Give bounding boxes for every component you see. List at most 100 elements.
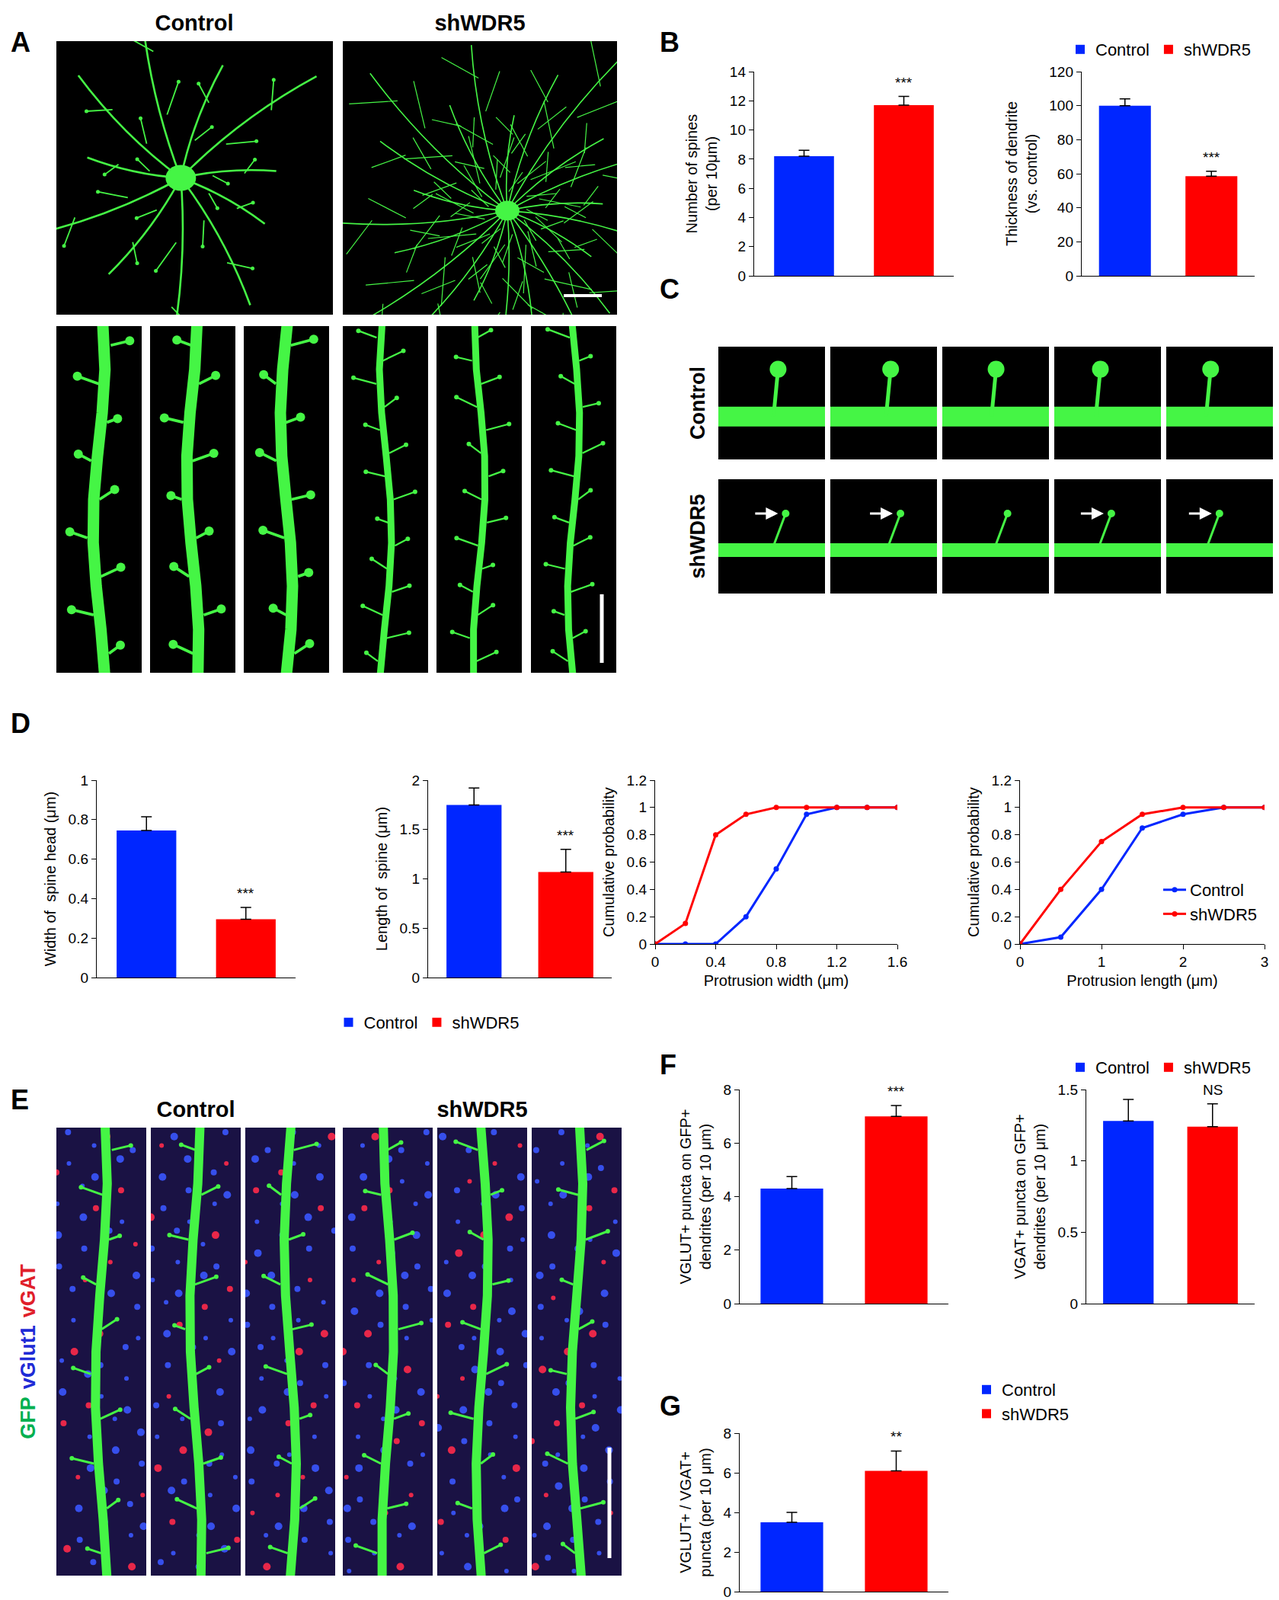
svg-text:D: D bbox=[10, 707, 31, 739]
svg-text:1.2: 1.2 bbox=[991, 772, 1012, 789]
svg-text:F: F bbox=[659, 1048, 677, 1081]
svg-text:6: 6 bbox=[722, 1464, 732, 1481]
svg-text:0.6: 0.6 bbox=[68, 850, 89, 867]
svg-text:Control: Control bbox=[1095, 40, 1150, 60]
svg-text:shWDR5: shWDR5 bbox=[451, 1013, 519, 1033]
svg-text:6: 6 bbox=[737, 180, 746, 197]
svg-text:0: 0 bbox=[411, 969, 420, 986]
svg-text:Control: Control bbox=[364, 1013, 419, 1033]
svg-text:0: 0 bbox=[1064, 268, 1074, 285]
svg-text:10: 10 bbox=[729, 121, 746, 138]
svg-text:VGLUT+ puncta on GFP+dendrites: VGLUT+ puncta on GFP+dendrites (per 10 μ… bbox=[677, 1108, 714, 1284]
svg-text:Length of spine (μm): Length of spine (μm) bbox=[373, 806, 391, 951]
svg-text:40: 40 bbox=[1057, 199, 1074, 216]
svg-text:***: *** bbox=[895, 74, 913, 91]
svg-text:0.4: 0.4 bbox=[626, 881, 648, 898]
svg-text:0: 0 bbox=[79, 969, 89, 986]
svg-text:**: ** bbox=[890, 1428, 902, 1445]
svg-text:100: 100 bbox=[1048, 97, 1074, 114]
svg-text:Control: Control bbox=[1189, 880, 1244, 900]
svg-text:Thickness of dendrite(vs. cont: Thickness of dendrite(vs. control) bbox=[1003, 101, 1040, 247]
svg-text:0: 0 bbox=[1016, 953, 1025, 970]
svg-text:3: 3 bbox=[1260, 953, 1270, 970]
svg-text:80: 80 bbox=[1057, 131, 1074, 148]
svg-text:8: 8 bbox=[722, 1425, 732, 1442]
svg-text:Control: Control bbox=[686, 366, 710, 440]
svg-text:0.6: 0.6 bbox=[626, 853, 647, 870]
svg-text:0: 0 bbox=[1003, 936, 1012, 953]
svg-text:2: 2 bbox=[411, 772, 420, 789]
svg-text:***: *** bbox=[236, 885, 255, 902]
svg-text:0.4: 0.4 bbox=[991, 881, 1013, 898]
svg-text:8: 8 bbox=[722, 1081, 732, 1098]
svg-text:14: 14 bbox=[729, 63, 747, 80]
svg-text:1: 1 bbox=[1003, 799, 1012, 816]
svg-text:0.5: 0.5 bbox=[399, 920, 420, 937]
svg-text:C: C bbox=[659, 273, 680, 305]
svg-text:1: 1 bbox=[1069, 1152, 1078, 1169]
svg-text:0.4: 0.4 bbox=[705, 953, 726, 970]
svg-text:0: 0 bbox=[737, 268, 746, 285]
svg-text:60: 60 bbox=[1057, 166, 1074, 183]
svg-text:Control: Control bbox=[154, 10, 234, 36]
svg-text:0.5: 0.5 bbox=[1058, 1224, 1078, 1241]
svg-text:0: 0 bbox=[1069, 1295, 1078, 1312]
svg-text:4: 4 bbox=[722, 1188, 732, 1205]
svg-text:1: 1 bbox=[1097, 953, 1107, 970]
svg-text:shWDR5: shWDR5 bbox=[1183, 1058, 1251, 1078]
svg-text:Number of spines(per 10μm): Number of spines(per 10μm) bbox=[683, 114, 720, 234]
svg-text:0.8: 0.8 bbox=[68, 811, 89, 828]
svg-text:6: 6 bbox=[722, 1135, 732, 1152]
svg-text:0.2: 0.2 bbox=[626, 908, 647, 925]
svg-text:12: 12 bbox=[729, 92, 746, 109]
svg-text:NS: NS bbox=[1202, 1081, 1223, 1098]
svg-text:A: A bbox=[10, 26, 31, 58]
svg-text:***: *** bbox=[556, 827, 575, 844]
svg-text:2: 2 bbox=[1179, 953, 1188, 970]
svg-text:2: 2 bbox=[737, 238, 746, 255]
svg-text:0.6: 0.6 bbox=[991, 853, 1012, 870]
svg-text:2: 2 bbox=[722, 1544, 732, 1561]
svg-text:1.6: 1.6 bbox=[887, 953, 908, 970]
svg-text:0.8: 0.8 bbox=[991, 826, 1012, 843]
svg-text:Control: Control bbox=[1095, 1058, 1150, 1078]
svg-text:2: 2 bbox=[722, 1241, 732, 1258]
svg-text:shWDR5: shWDR5 bbox=[434, 10, 525, 36]
svg-text:4: 4 bbox=[737, 209, 746, 226]
svg-text:0: 0 bbox=[722, 1295, 732, 1312]
svg-text:0: 0 bbox=[722, 1583, 732, 1600]
svg-text:1.5: 1.5 bbox=[399, 821, 420, 838]
svg-text:20: 20 bbox=[1057, 233, 1074, 250]
svg-text:1: 1 bbox=[411, 870, 420, 887]
svg-text:***: *** bbox=[1202, 149, 1221, 166]
svg-text:GFPvGlut1vGAT: GFPvGlut1vGAT bbox=[16, 1263, 40, 1439]
svg-text:8: 8 bbox=[737, 151, 746, 168]
svg-text:Protrusion length (μm): Protrusion length (μm) bbox=[1066, 972, 1218, 989]
svg-text:1.2: 1.2 bbox=[826, 953, 847, 970]
svg-text:G: G bbox=[659, 1390, 682, 1422]
svg-text:***: *** bbox=[887, 1083, 905, 1100]
svg-text:0.2: 0.2 bbox=[991, 908, 1012, 925]
svg-text:B: B bbox=[659, 26, 680, 58]
svg-text:VGAT+ puncta on GFP+dendrites: VGAT+ puncta on GFP+dendrites (per 10 μm… bbox=[1011, 1113, 1049, 1279]
svg-text:0.2: 0.2 bbox=[68, 930, 89, 947]
svg-text:1: 1 bbox=[79, 772, 89, 789]
svg-text:0.8: 0.8 bbox=[766, 953, 787, 970]
svg-text:Control: Control bbox=[1001, 1380, 1056, 1400]
svg-text:Cumulative probability: Cumulative probability bbox=[965, 786, 982, 937]
svg-text:E: E bbox=[10, 1083, 29, 1116]
svg-text:shWDR5: shWDR5 bbox=[1189, 904, 1257, 925]
svg-text:Width of spine head (μm): Width of spine head (μm) bbox=[41, 791, 59, 966]
svg-text:1.5: 1.5 bbox=[1058, 1081, 1078, 1098]
svg-text:0.4: 0.4 bbox=[68, 890, 90, 907]
svg-text:shWDR5: shWDR5 bbox=[1001, 1404, 1069, 1424]
svg-text:shWDR5: shWDR5 bbox=[1183, 40, 1251, 60]
svg-text:VGLUT+ / VGAT+puncta (per 10 μ: VGLUT+ / VGAT+puncta (per 10 μm) bbox=[677, 1447, 714, 1577]
svg-text:1: 1 bbox=[638, 799, 647, 816]
svg-text:0: 0 bbox=[651, 953, 660, 970]
svg-text:Protrusion width (μm): Protrusion width (μm) bbox=[703, 972, 849, 989]
svg-text:shWDR5: shWDR5 bbox=[686, 493, 710, 579]
svg-text:1.2: 1.2 bbox=[626, 772, 647, 789]
svg-text:Control: Control bbox=[156, 1096, 235, 1122]
svg-text:4: 4 bbox=[722, 1504, 732, 1521]
